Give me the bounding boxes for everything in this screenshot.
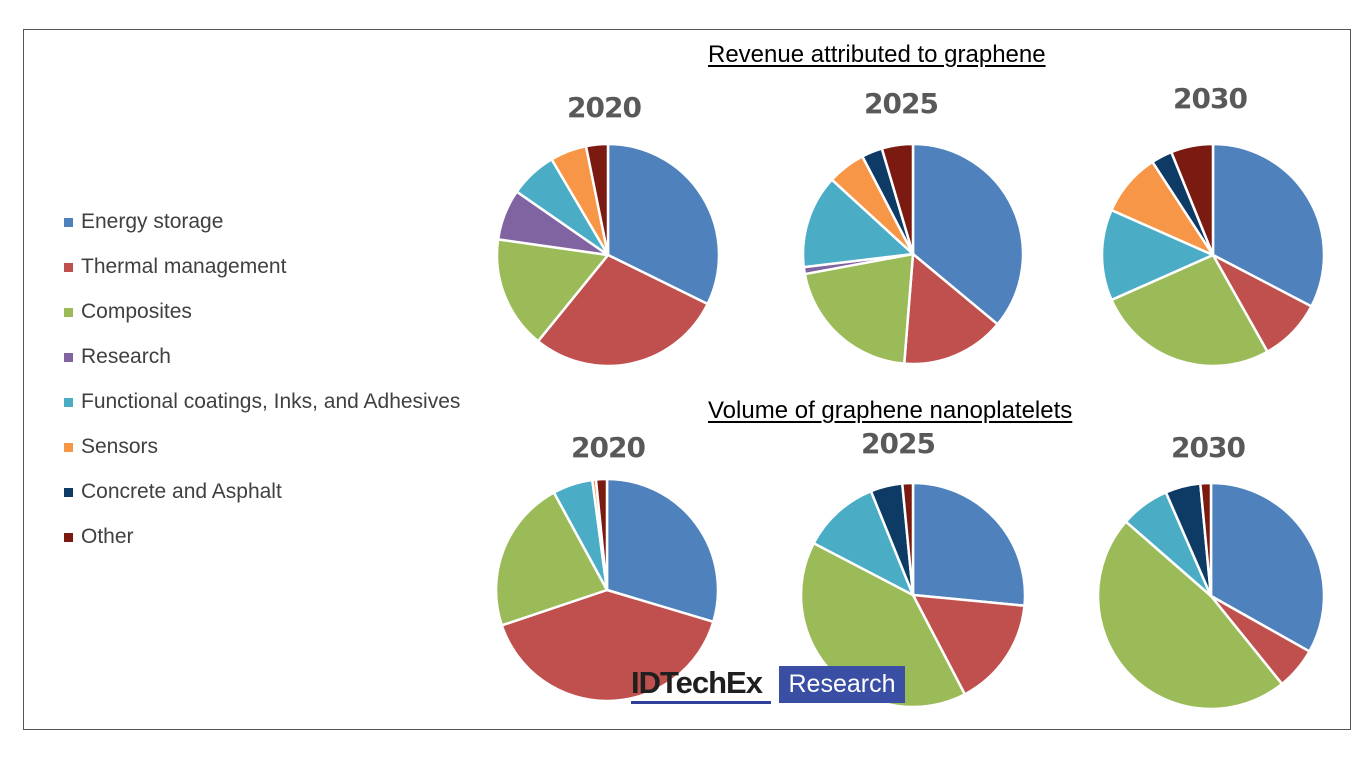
pie-slice-energy-storage xyxy=(605,477,720,624)
pie-slice-composites xyxy=(494,491,609,627)
pie-slice-thermal-management xyxy=(902,252,999,366)
legend-label: Energy storage xyxy=(81,210,224,233)
pie-slice-energy-storage xyxy=(606,142,721,306)
legend-label: Functional coatings, Inks, and Adhesives xyxy=(81,390,461,413)
pie-slice-functional-coatings-inks-and-adhesives xyxy=(801,178,915,269)
pie-slice-functional-coatings-inks-and-adhesives xyxy=(1100,208,1215,302)
legend-swatch xyxy=(64,353,73,362)
logo-tagline-box: Research xyxy=(779,666,905,703)
pie-slice-energy-storage xyxy=(911,481,1027,608)
pie-slice-composites xyxy=(803,252,915,365)
legend-label: Composites xyxy=(81,300,192,323)
pie-slice-other xyxy=(594,477,609,592)
volume-2025-title: 2025 xyxy=(861,427,936,460)
pie-slice-other xyxy=(1199,481,1213,598)
volume-section-title: Volume of graphene nanoplatelets xyxy=(708,397,1073,424)
pie-slice-functional-coatings-inks-and-adhesives xyxy=(812,489,915,597)
legend-swatch xyxy=(64,443,73,452)
logo-brand: IDTechEx xyxy=(631,665,763,700)
logo-underline xyxy=(631,701,771,704)
legend-label: Thermal management xyxy=(81,255,287,278)
revenue-2020-pie xyxy=(495,142,721,368)
legend-swatch xyxy=(64,488,73,497)
revenue-2030-title: 2030 xyxy=(1173,82,1248,115)
legend-label: Research xyxy=(81,345,171,368)
pie-slice-energy-storage xyxy=(911,142,1025,326)
legend-label: Sensors xyxy=(81,435,159,458)
volume-2020-pie xyxy=(494,477,720,703)
pie-slice-other xyxy=(584,142,610,257)
legend-swatch xyxy=(64,263,73,272)
legend-label: Other xyxy=(81,525,134,548)
pie-slice-other xyxy=(880,142,915,256)
pie-slice-composites xyxy=(1096,520,1284,711)
pie-slice-thermal-management xyxy=(911,593,1026,696)
legend-swatch xyxy=(64,308,73,317)
legend-swatch xyxy=(64,218,73,227)
volume-2030-title: 2030 xyxy=(1171,431,1246,464)
pie-slice-energy-storage xyxy=(1211,142,1326,308)
revenue-2025-title: 2025 xyxy=(864,87,939,120)
logo-tagline: Research xyxy=(788,670,896,698)
pie-slice-thermal-management xyxy=(500,588,715,703)
revenue-2030-pie xyxy=(1100,142,1326,368)
revenue-2025-pie xyxy=(801,142,1025,366)
pie-slice-energy-storage xyxy=(1209,481,1326,653)
revenue-section-title: Revenue attributed to graphene xyxy=(708,41,1046,68)
legend-swatch xyxy=(64,398,73,407)
legend-label: Concrete and Asphalt xyxy=(81,480,282,503)
pie-slice-other xyxy=(900,481,915,597)
volume-2030-pie xyxy=(1096,481,1326,711)
pie-slice-other xyxy=(1170,142,1215,257)
legend-swatch xyxy=(64,533,73,542)
volume-2020-title: 2020 xyxy=(571,431,646,464)
pie-slice-composites xyxy=(495,238,610,343)
pie-slice-thermal-management xyxy=(536,253,709,368)
revenue-2020-title: 2020 xyxy=(567,91,642,124)
